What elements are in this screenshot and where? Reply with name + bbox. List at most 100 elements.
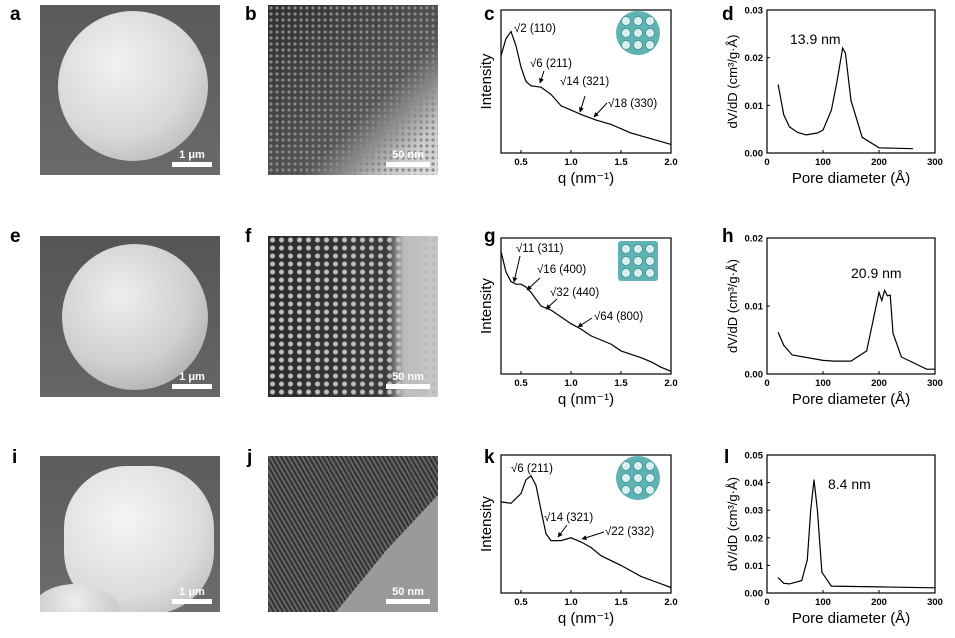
x-tick-label: 300 (927, 157, 943, 168)
data-point (670, 143, 672, 145)
data-point (900, 356, 902, 358)
sem-image-i: 1 μm (40, 456, 220, 612)
data-point (610, 343, 612, 345)
data-point (550, 540, 552, 542)
y-tick-label: 0.02 (745, 533, 764, 544)
data-point (520, 66, 522, 68)
data-point (822, 359, 824, 361)
scale-bar: 50 nm (386, 149, 430, 167)
data-point (525, 479, 527, 481)
panel-letter-f: f (245, 226, 252, 247)
arrow-icon (557, 524, 568, 538)
data-point (884, 289, 886, 291)
peak-annotation: √6 (211) (530, 57, 572, 70)
panel-letter-a: a (10, 4, 21, 25)
x-tick-label: 200 (871, 597, 887, 608)
data-point (530, 475, 532, 477)
data-point (645, 136, 647, 138)
data-point (833, 360, 835, 362)
data-point (836, 81, 838, 82)
peak-annotation: 20.9 nm (851, 265, 902, 281)
data-point (878, 586, 880, 588)
arrow-icon (545, 298, 558, 310)
data-point (934, 368, 936, 370)
data-point (878, 291, 880, 293)
y-axis-label: dV/dD (cm³/g·Å) (725, 35, 740, 129)
tem-image-b: 50 nm (268, 5, 438, 175)
data-point (595, 119, 597, 121)
y-tick-label: 0.04 (745, 478, 764, 489)
panel-letter-d: d (722, 4, 734, 25)
panel-letter-j: j (247, 447, 253, 468)
data-point (777, 84, 779, 86)
panel-letter-i: i (12, 447, 18, 468)
x-axis-label: q (nm⁻¹) (558, 391, 614, 408)
data-point (570, 323, 572, 325)
y-axis-label: dV/dD (cm³/g·Å) (725, 477, 740, 571)
scale-bar-label: 1 μm (179, 149, 205, 161)
data-point (550, 309, 552, 311)
data-point (650, 361, 652, 363)
x-tick-label: 1.0 (564, 157, 577, 168)
x-tick-label: 1.0 (564, 378, 577, 389)
chart-c: 0.5 1.0 1.5 2.0 q (nm⁻¹) Intensity √2 (110) √6 … (478, 9, 678, 187)
data-point (515, 45, 517, 47)
scale-bar: 1 μm (172, 371, 212, 389)
data-point (788, 126, 790, 128)
x-axis-label: q (nm⁻¹) (558, 610, 614, 627)
y-tick-label: 0.02 (745, 234, 764, 245)
data-point (892, 332, 894, 334)
y-tick-label: 0.00 (745, 149, 764, 160)
data-point (640, 357, 642, 359)
x-tick-label: 0 (764, 597, 769, 608)
data-point (816, 509, 818, 511)
arrow-icon (578, 95, 586, 113)
data-point (822, 129, 824, 131)
data-point (810, 509, 812, 511)
mesostructure-inset-icon (618, 241, 658, 281)
y-tick-label: 0.03 (745, 6, 764, 17)
y-axis-label: Intensity (478, 278, 495, 334)
data-point (886, 295, 888, 297)
x-axis-label: q (nm⁻¹) (558, 170, 614, 187)
data-point (500, 55, 502, 57)
panel-letter-h: h (722, 226, 734, 247)
data-point (670, 370, 672, 372)
panel-letter-k: k (484, 447, 495, 468)
data-point (525, 81, 527, 82)
plot-frame (500, 454, 672, 594)
y-tick-label: 0.01 (745, 561, 764, 572)
data-point (570, 537, 572, 539)
data-point (777, 332, 779, 334)
data-point (590, 546, 592, 548)
x-tick-label: 0 (764, 378, 769, 389)
peak-annotation: √18 (330) (608, 97, 657, 110)
scale-bar: 1 μm (172, 586, 212, 604)
data-point (783, 114, 785, 116)
panel-letter-c: c (484, 4, 495, 25)
x-tick-label: 0.5 (514, 597, 528, 608)
x-tick-label: 1.5 (614, 378, 628, 389)
scale-bar: 50 nm (386, 371, 430, 389)
data-point (844, 52, 846, 54)
data-point (866, 350, 868, 352)
chart-l: 0 100 200 300 0.00 0.01 0.02 0.03 0.04 0.05 Pore d… (725, 451, 943, 628)
peak-annotation: √22 (332) (605, 525, 654, 538)
microsphere (62, 244, 208, 390)
y-axis-label: Intensity (478, 53, 495, 109)
y-tick-label: 0.00 (745, 589, 764, 600)
y-axis-label: Intensity (478, 496, 495, 552)
peak-annotation: √2 (110) (514, 22, 556, 35)
sem-image-a: 1 μm (40, 5, 220, 175)
scale-bar-label: 50 nm (392, 371, 424, 383)
data-point (550, 93, 552, 95)
data-point (797, 132, 799, 134)
peak-annotation: √14 (321) (544, 511, 593, 524)
data-point (777, 577, 779, 579)
data-point (505, 271, 507, 273)
data-point (783, 582, 785, 584)
y-axis-label: dV/dD (cm³/g·Å) (725, 259, 740, 353)
plot-frame (766, 237, 936, 375)
data-point (545, 533, 547, 535)
